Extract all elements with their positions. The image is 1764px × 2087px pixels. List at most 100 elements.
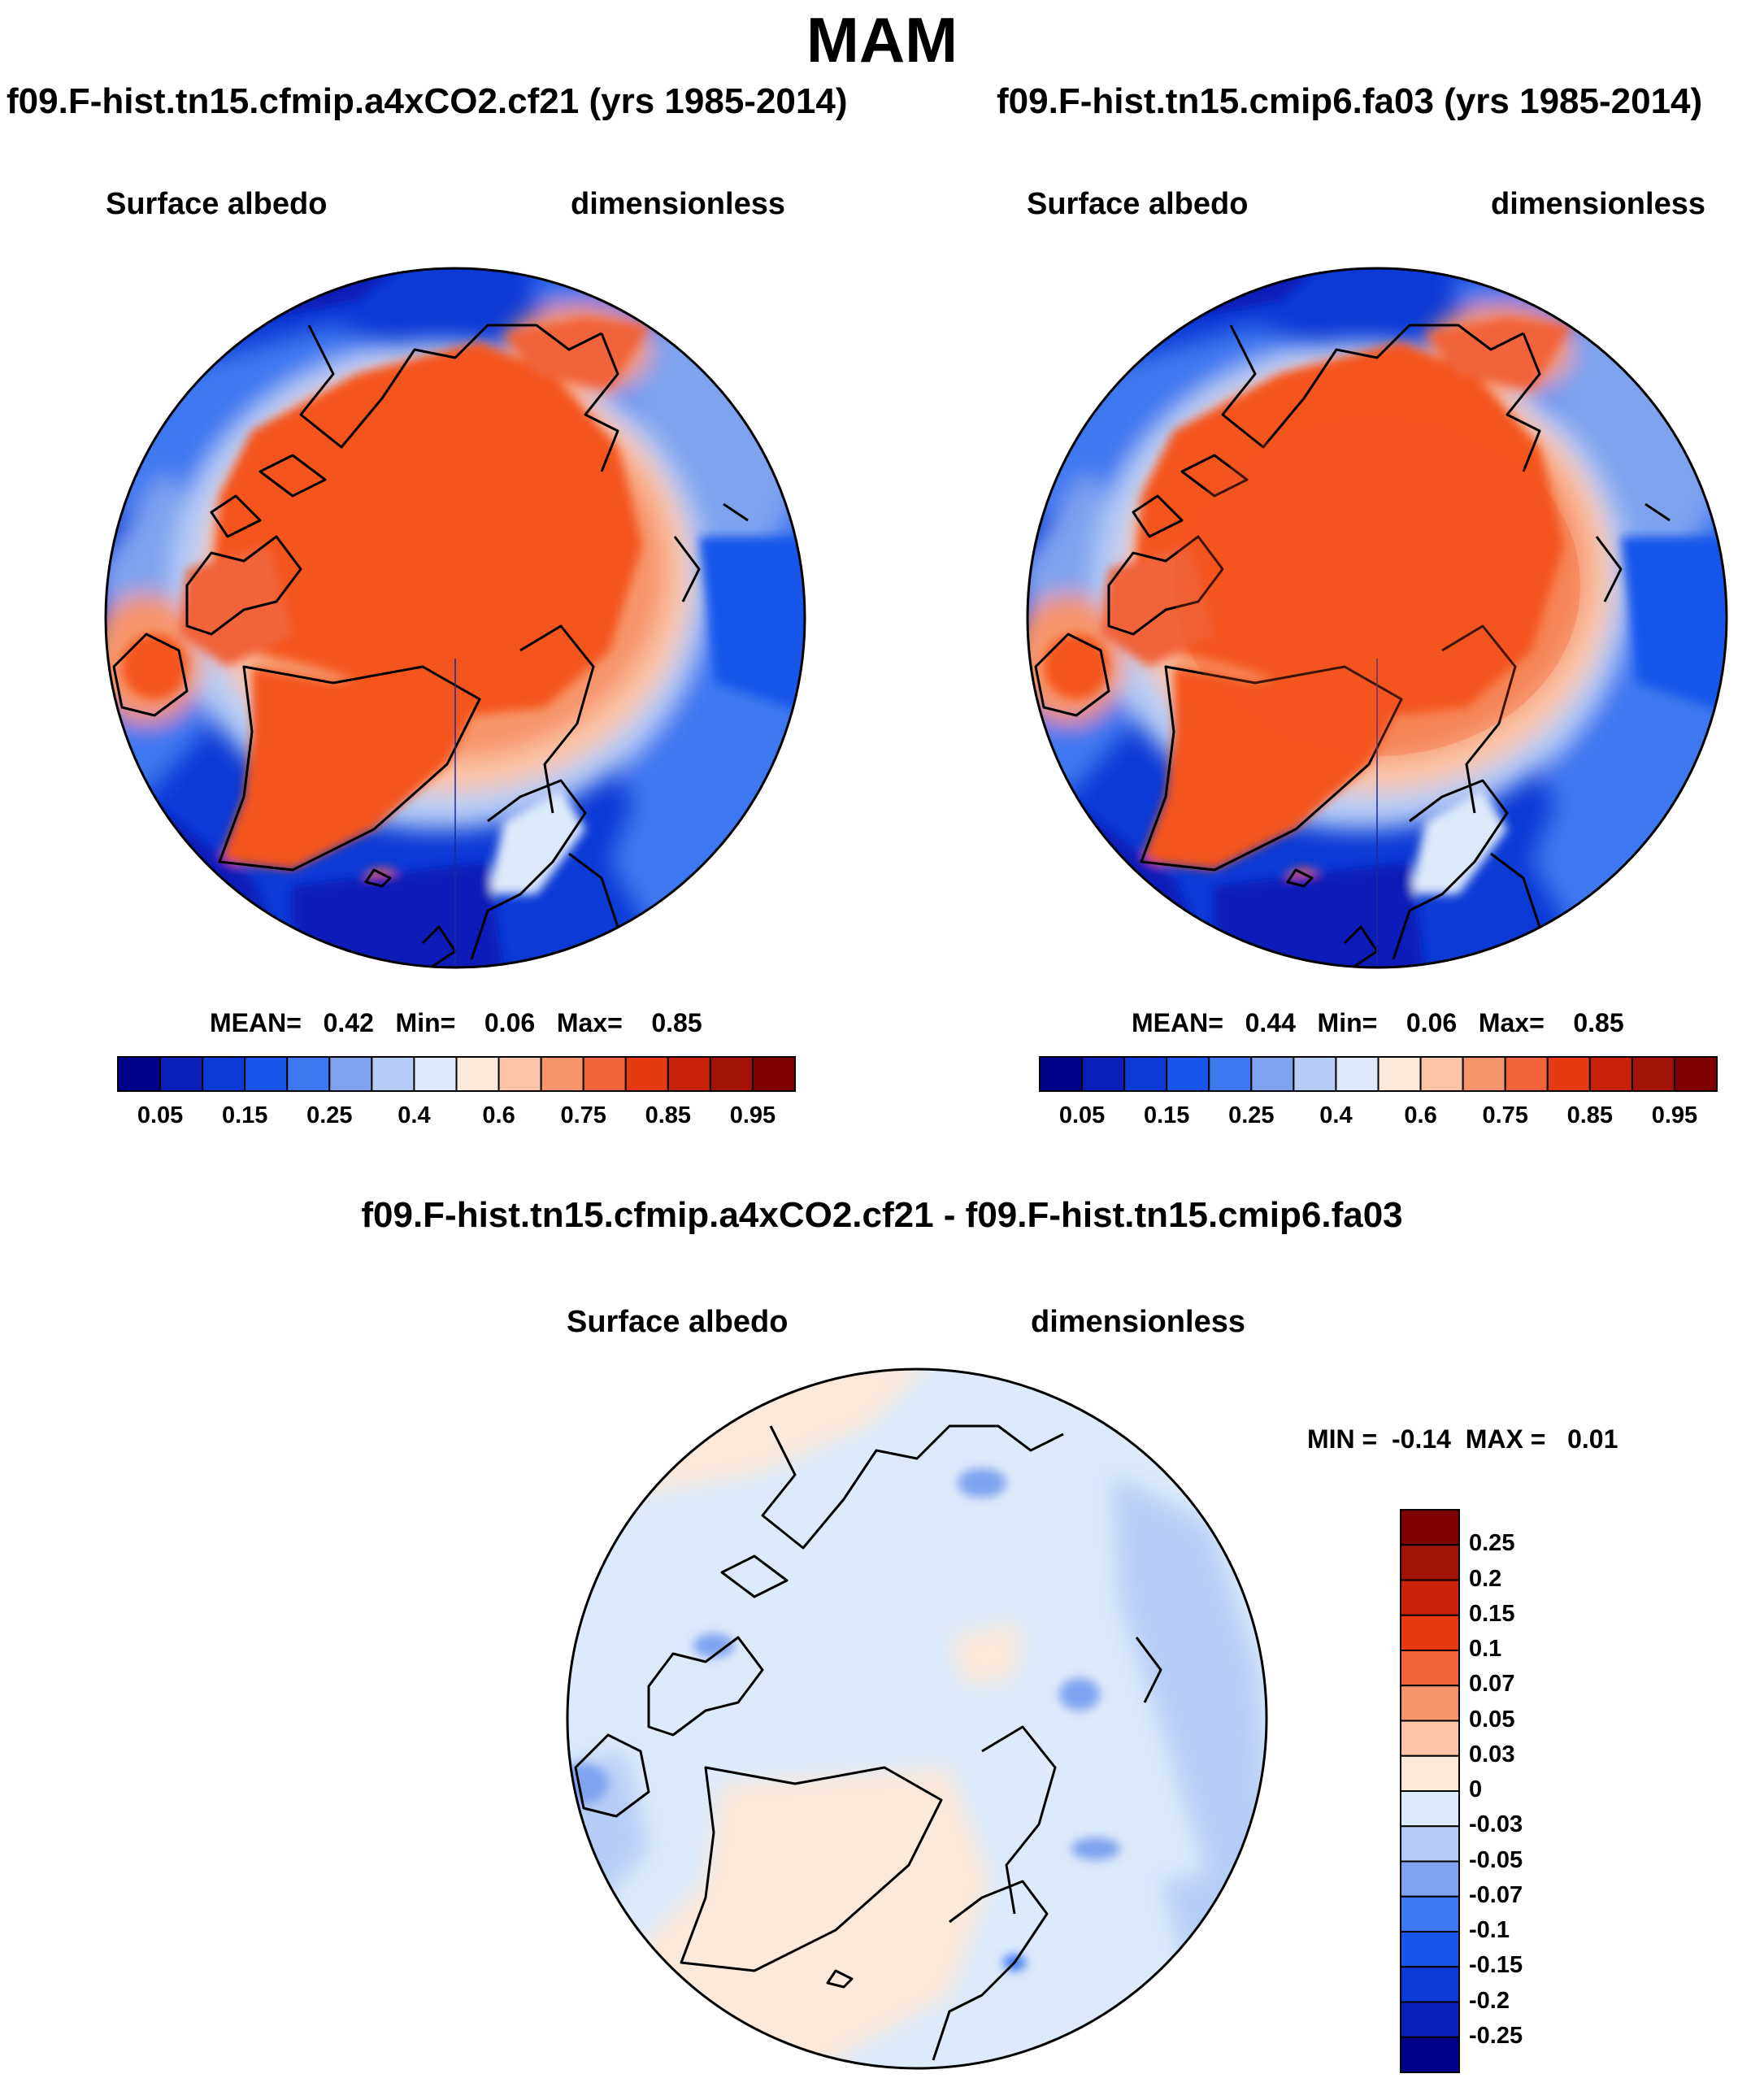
colorbar-tick-label: 0.05 (1469, 1706, 1515, 1733)
colorbar-tick-label: 0.95 (729, 1102, 776, 1128)
colorbar-tick-label: 0.2 (1469, 1565, 1502, 1592)
colorbar-swatch-l-4 (286, 1056, 331, 1092)
colorbar-swatch-r-8 (1377, 1056, 1422, 1092)
colorbar-swatch-l-3 (244, 1056, 289, 1092)
colorbar-tick-label: 0.95 (1651, 1102, 1698, 1128)
diff-run-title: f09.F-hist.tn15.cfmip.a4xCO2.cf21 - f09.… (361, 1195, 1403, 1235)
colorbar-swatch-l-6 (371, 1056, 415, 1092)
colorbar-swatch-r-13 (1588, 1056, 1633, 1092)
colorbar-swatch-l-5 (328, 1056, 373, 1092)
colorbar-tick-label: 0.15 (1143, 1102, 1190, 1128)
colorbar-tick-label: -0.25 (1469, 2022, 1523, 2049)
colorbar-tick-label: 0.6 (482, 1102, 515, 1128)
colorbar-swatch-d-11 (1400, 1895, 1460, 1933)
colorbar-swatch-l-10 (540, 1056, 584, 1092)
colorbar-swatch-l-14 (709, 1056, 754, 1092)
left-run-title: f09.F-hist.tn15.cfmip.a4xCO2.cf21 (yrs 1… (7, 81, 848, 121)
colorbar-swatch-d-9 (1400, 1825, 1460, 1863)
right-map-boundary (1026, 267, 1728, 969)
colorbar-swatch-d-2 (1400, 1579, 1460, 1616)
colorbar-swatch-l-0 (117, 1056, 162, 1092)
colorbar-swatch-d-14 (1400, 2001, 1460, 2038)
left-stats: MEAN= 0.42 Min= 0.06 Max= 0.85 (210, 1008, 702, 1037)
colorbar-swatch-l-15 (751, 1056, 796, 1092)
diff-map-panel (559, 1361, 1275, 2076)
colorbar-tick-label: -0.1 (1469, 1917, 1510, 1943)
right-colorbar (1039, 1056, 1718, 1092)
colorbar-swatch-l-7 (413, 1056, 458, 1092)
colorbar-swatch-d-8 (1400, 1790, 1460, 1828)
colorbar-swatch-r-9 (1419, 1056, 1464, 1092)
colorbar-tick-label: 0.75 (560, 1102, 606, 1128)
colorbar-tick-label: -0.2 (1469, 1987, 1510, 2014)
left-albedo-field (89, 260, 813, 976)
colorbar-tick-label: -0.15 (1469, 1952, 1523, 1979)
colorbar-tick-label: 0.75 (1482, 1102, 1528, 1128)
colorbar-swatch-d-0 (1400, 1509, 1460, 1546)
diff-variable-label: Surface albedo (567, 1305, 789, 1339)
page-title: MAM (806, 4, 958, 76)
colorbar-swatch-d-4 (1400, 1650, 1460, 1687)
right-stats: MEAN= 0.44 Min= 0.06 Max= 0.85 (1132, 1008, 1624, 1037)
diff-stats: MIN = -0.14 MAX = 0.01 (1307, 1424, 1618, 1454)
colorbar-tick-label: 0.85 (1566, 1102, 1614, 1128)
colorbar-swatch-r-6 (1293, 1056, 1337, 1092)
colorbar-tick-label: 0.05 (1058, 1102, 1106, 1128)
colorbar-swatch-l-13 (667, 1056, 711, 1092)
diff-map-boundary (566, 1367, 1268, 2070)
colorbar-tick-label: -0.05 (1469, 1846, 1523, 1873)
colorbar-swatch-r-15 (1673, 1056, 1718, 1092)
left-colorbar (117, 1056, 796, 1092)
colorbar-tick-label: -0.07 (1469, 1881, 1523, 1908)
colorbar-swatch-d-15 (1400, 2036, 1460, 2073)
colorbar-swatch-r-4 (1208, 1056, 1253, 1092)
diff-field (559, 1361, 1275, 2076)
colorbar-tick-label: 0.15 (221, 1102, 268, 1128)
colorbar-swatch-r-10 (1462, 1056, 1506, 1092)
colorbar-tick-label: 0.25 (306, 1102, 353, 1128)
right-map-panel (1026, 267, 1728, 969)
colorbar-swatch-d-5 (1400, 1685, 1460, 1722)
colorbar-swatch-d-6 (1400, 1720, 1460, 1757)
right-variable-label: Surface albedo (1027, 187, 1249, 221)
colorbar-swatch-l-1 (159, 1056, 204, 1092)
colorbar-swatch-l-11 (582, 1056, 627, 1092)
colorbar-tick-label: -0.03 (1469, 1811, 1523, 1838)
colorbar-tick-label: 0.03 (1469, 1741, 1515, 1767)
colorbar-tick-label: 0.05 (137, 1102, 184, 1128)
colorbar-tick-label: 0.4 (398, 1102, 431, 1128)
colorbar-tick-label: 0.25 (1469, 1530, 1515, 1557)
colorbar-swatch-r-11 (1504, 1056, 1549, 1092)
colorbar-swatch-d-13 (1400, 1966, 1460, 2003)
colorbar-tick-label: 0.4 (1319, 1102, 1353, 1128)
colorbar-swatch-r-14 (1631, 1056, 1675, 1092)
colorbar-tick-label: 0.1 (1469, 1636, 1502, 1662)
colorbar-swatch-d-10 (1400, 1860, 1460, 1898)
colorbar-tick-label: 0.15 (1469, 1600, 1515, 1627)
colorbar-swatch-l-8 (455, 1056, 500, 1092)
left-variable-label: Surface albedo (106, 187, 328, 221)
colorbar-swatch-d-3 (1400, 1614, 1460, 1651)
colorbar-swatch-d-12 (1400, 1931, 1460, 1968)
colorbar-tick-label: 0.07 (1469, 1671, 1515, 1698)
colorbar-swatch-r-5 (1250, 1056, 1295, 1092)
left-units-label: dimensionless (571, 187, 785, 221)
colorbar-swatch-r-1 (1081, 1056, 1126, 1092)
colorbar-tick-label: 0.85 (645, 1102, 692, 1128)
colorbar-swatch-l-2 (202, 1056, 246, 1092)
colorbar-swatch-r-2 (1123, 1056, 1168, 1092)
colorbar-swatch-r-0 (1039, 1056, 1084, 1092)
colorbar-swatch-d-7 (1400, 1754, 1460, 1792)
colorbar-tick-label: 0.25 (1228, 1102, 1275, 1128)
right-units-label: dimensionless (1491, 187, 1705, 221)
colorbar-swatch-l-12 (624, 1056, 669, 1092)
diff-colorbar (1400, 1509, 1460, 2073)
colorbar-swatch-l-9 (497, 1056, 542, 1092)
left-map-boundary (104, 267, 806, 969)
right-run-title: f09.F-hist.tn15.cmip6.fa03 (yrs 1985-201… (997, 81, 1703, 121)
left-map-panel (89, 260, 813, 976)
diff-units-label: dimensionless (1031, 1305, 1245, 1339)
colorbar-swatch-r-12 (1546, 1056, 1591, 1092)
colorbar-swatch-r-7 (1335, 1056, 1379, 1092)
